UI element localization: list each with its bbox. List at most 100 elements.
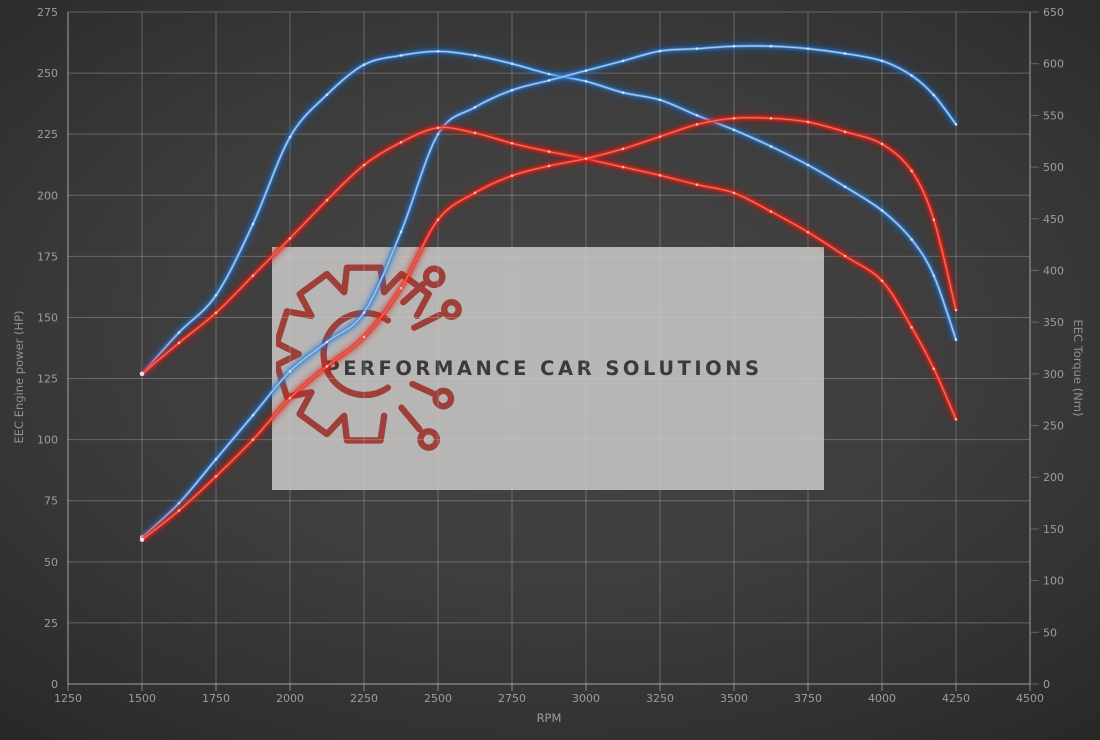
y-right-tick-label: 600 xyxy=(1043,58,1064,71)
y-left-tick-label: 0 xyxy=(51,678,58,691)
x-tick-label: 2500 xyxy=(424,692,452,705)
data-point-red-torque xyxy=(288,237,292,240)
right-axis-title: EEC Torque (Nm) xyxy=(1071,319,1085,417)
data-point-blue-power xyxy=(362,311,366,314)
data-point-red-power xyxy=(584,157,588,160)
left-axis-title: EEC Engine power (HP) xyxy=(12,310,26,444)
data-point-blue-torque xyxy=(436,49,440,53)
y-right-tick-label: 500 xyxy=(1043,161,1064,174)
data-point-red-torque xyxy=(251,274,255,277)
data-point-red-torque xyxy=(621,165,625,169)
data-point-blue-power xyxy=(806,47,810,50)
data-point-red-torque xyxy=(325,198,329,202)
watermark: PERFORMANCE CAR SOLUTIONS xyxy=(272,247,824,490)
y-left-tick-label: 75 xyxy=(44,495,58,508)
data-point-blue-torque xyxy=(732,128,736,132)
x-tick-label: 2750 xyxy=(498,692,526,705)
data-point-red-torque xyxy=(547,150,551,153)
y-right-tick-label: 250 xyxy=(1043,420,1064,433)
y-right-tick-label: 450 xyxy=(1043,213,1064,226)
data-point-blue-torque xyxy=(177,331,181,334)
data-point-red-torque xyxy=(843,254,847,258)
y-right-tick-label: 650 xyxy=(1043,6,1064,19)
data-point-blue-torque xyxy=(843,185,847,189)
x-tick-label: 3500 xyxy=(720,692,748,705)
x-tick-label: 1750 xyxy=(202,692,230,705)
data-point-blue-power xyxy=(932,93,936,97)
data-point-blue-power xyxy=(399,230,403,234)
data-point-red-power xyxy=(843,130,847,134)
data-point-blue-torque xyxy=(658,98,662,102)
curve-red-torque xyxy=(138,121,962,422)
y-left-tick-label: 150 xyxy=(37,311,58,324)
data-point-blue-torque xyxy=(214,293,218,297)
y-right-tick-label: 300 xyxy=(1043,368,1064,381)
data-point-red-power xyxy=(251,438,255,441)
data-point-blue-power xyxy=(732,44,736,48)
data-point-blue-power xyxy=(510,88,514,92)
data-point-blue-power xyxy=(695,47,699,50)
data-point-blue-torque xyxy=(399,54,403,57)
data-point-blue-power xyxy=(214,457,218,461)
data-point-blue-power xyxy=(658,49,662,53)
data-point-blue-torque xyxy=(288,135,292,139)
data-point-red-torque xyxy=(732,191,736,195)
curve-blue-power xyxy=(138,40,961,542)
data-point-red-torque xyxy=(436,126,440,130)
x-tick-label: 1500 xyxy=(128,692,156,705)
data-point-blue-power xyxy=(288,369,292,373)
data-point-red-power xyxy=(436,218,440,222)
data-point-blue-torque xyxy=(584,79,588,83)
data-point-red-power xyxy=(880,142,884,146)
data-point-red-torque xyxy=(910,326,913,329)
data-point-blue-torque xyxy=(251,222,255,226)
y-right-tick-label: 100 xyxy=(1043,575,1064,588)
data-point-blue-torque xyxy=(362,63,366,67)
data-point-blue-power xyxy=(954,123,958,126)
y-right-tick-label: 350 xyxy=(1043,316,1064,329)
data-point-red-power xyxy=(325,365,329,368)
data-point-red-power xyxy=(362,335,366,339)
data-point-red-power xyxy=(288,396,292,400)
data-point-red-torque xyxy=(473,131,477,135)
data-point-red-torque xyxy=(769,210,773,213)
data-point-blue-torque xyxy=(510,62,514,65)
x-axis-title: RPM xyxy=(536,711,562,725)
data-point-blue-torque xyxy=(954,338,958,342)
y-left-tick-label: 50 xyxy=(44,556,58,569)
data-point-red-power xyxy=(932,218,936,222)
data-point-red-power xyxy=(177,509,181,512)
data-point-red-torque xyxy=(139,371,145,377)
y-right-tick-label: 550 xyxy=(1043,109,1064,122)
data-point-blue-power xyxy=(251,413,255,417)
y-left-tick-label: 250 xyxy=(37,67,58,80)
watermark-text: PERFORMANCE CAR SOLUTIONS xyxy=(325,357,763,380)
data-point-blue-torque xyxy=(473,54,477,57)
data-point-blue-power xyxy=(436,132,440,136)
data-point-red-power xyxy=(510,174,514,178)
data-point-blue-power xyxy=(910,74,913,77)
y-left-tick-label: 225 xyxy=(37,128,58,141)
curve-blue-torque xyxy=(137,45,962,378)
data-point-blue-power xyxy=(325,340,329,344)
data-point-red-power xyxy=(954,308,958,312)
data-point-red-torque xyxy=(880,279,884,283)
data-point-red-torque xyxy=(362,163,366,167)
y-left-tick-label: 175 xyxy=(37,250,58,263)
data-point-blue-torque xyxy=(325,93,329,97)
x-tick-label: 2000 xyxy=(276,692,304,705)
data-point-blue-torque xyxy=(932,274,936,277)
y-right-tick-label: 200 xyxy=(1043,471,1064,484)
x-tick-label: 4000 xyxy=(868,692,896,705)
y-left-tick-label: 125 xyxy=(37,373,58,386)
y-right-tick-label: 150 xyxy=(1043,523,1064,536)
data-point-red-torque xyxy=(806,230,810,234)
data-point-blue-power xyxy=(843,52,847,55)
data-point-blue-power xyxy=(769,44,773,48)
data-point-blue-power xyxy=(621,59,625,63)
data-point-red-power xyxy=(621,147,625,151)
data-point-red-power xyxy=(695,123,699,126)
gear-circuit-logo xyxy=(276,264,462,451)
